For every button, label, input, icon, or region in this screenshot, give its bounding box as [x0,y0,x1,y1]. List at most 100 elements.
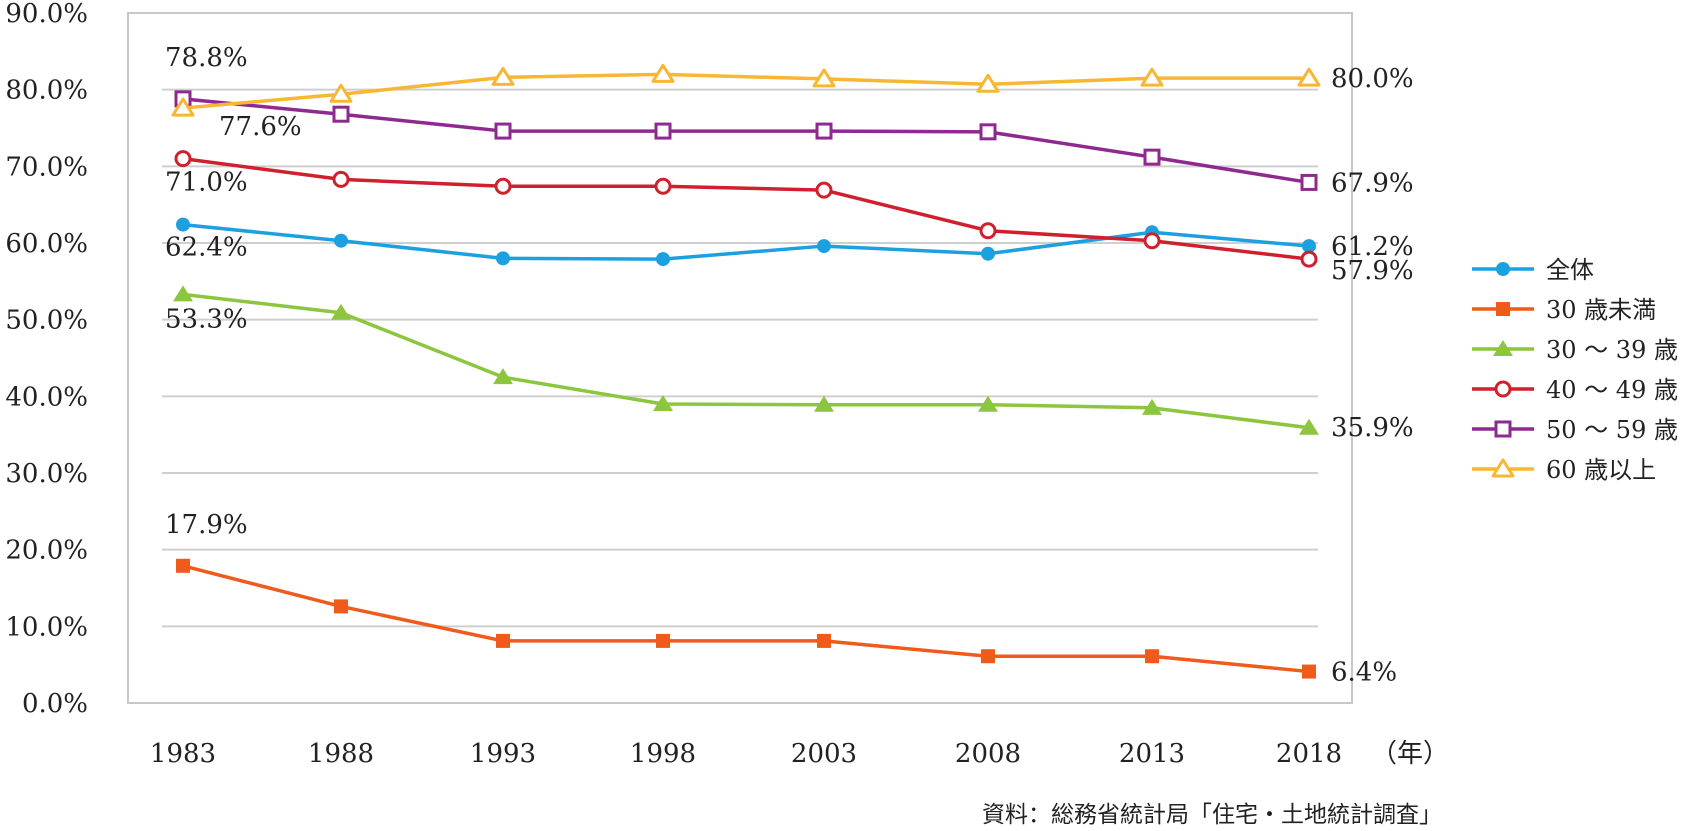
legend-label: 全体 [1546,256,1594,284]
data-label: 35.9% [1331,413,1414,443]
y-tick-label: 0.0% [22,689,88,719]
data-point [493,368,513,385]
legend-marker [1491,458,1515,478]
legend-marker [1496,262,1510,276]
data-point [1299,418,1319,435]
data-point [979,123,997,141]
series-line [182,72,1309,110]
data-point [334,233,348,248]
legend-label: 60 歳以上 [1546,456,1656,484]
legend-item: 40 ～ 49 歳 [1472,376,1678,404]
data-label: 80.0% [1331,64,1414,94]
data-point [334,599,348,614]
data-point [815,122,833,140]
series-line [182,564,1310,674]
series-line [182,97,1310,185]
series-line [182,292,1310,430]
data-point [812,68,836,88]
data-point [496,633,510,648]
data-label: 61.2% [1331,232,1414,262]
legend-item: 30 ～ 39 歳 [1472,336,1678,364]
data-point [654,122,672,140]
data-point [976,73,1000,93]
data-point [817,239,831,254]
data-label: 57.9% [1331,256,1414,286]
legend-marker [1493,340,1513,356]
y-tick-label: 30.0% [5,459,88,489]
series-3 [174,150,1318,268]
data-point [171,97,195,117]
grid-lines [162,88,1318,628]
data-point [978,395,998,412]
data-point [1142,398,1162,415]
x-tick-label: 1983 [150,739,216,769]
y-tick-label: 80.0% [5,76,88,106]
legend-item: 50 ～ 59 歳 [1472,416,1678,444]
y-tick-label: 20.0% [5,536,88,566]
x-tick-label: 2018 [1276,739,1342,769]
data-point [981,649,995,664]
legend-label: 50 ～ 59 歳 [1546,416,1678,444]
y-tick-label: 90.0% [5,0,88,29]
x-tick-label: 2003 [791,739,857,769]
data-point [496,251,510,266]
data-point [176,558,190,573]
x-tick-label: 1993 [470,739,536,769]
x-tick-label: 2013 [1119,739,1185,769]
data-point [1302,239,1316,254]
data-point [651,63,675,83]
data-label: 78.8% [165,43,248,73]
series-4 [174,90,1318,191]
data-point [176,217,190,232]
data-point [1143,232,1161,250]
legend-marker [1494,420,1512,438]
x-axis-ticks: 1983 1988 1993 1998 2003 2008 2013 2018 [150,739,1342,769]
data-label: 17.9% [165,510,248,540]
series-line [182,156,1310,261]
data-point [815,181,833,199]
legend-item: 全体 [1472,256,1594,284]
legend-label: 40 ～ 49 歳 [1546,376,1678,404]
data-point [1143,148,1161,166]
data-point [814,395,834,412]
data-point [494,122,512,140]
data-point [656,633,670,648]
series-line [182,222,1310,261]
x-axis-unit-label: （年） [1371,739,1449,769]
data-point [656,252,670,267]
data-point [1145,649,1159,664]
data-point [817,633,831,648]
data-point [1300,250,1318,268]
data-point [1140,67,1164,87]
series-5 [171,63,1321,117]
data-point [173,285,193,302]
data-point [653,395,673,411]
x-tick-label: 1998 [630,739,696,769]
y-axis-ticks: 0.0% 10.0% 20.0% 30.0% 40.0% 50.0% 60.0% 70.0% 8… [5,0,88,719]
data-label: 71.0% [165,168,248,198]
series-0 [176,217,1316,267]
data-label: 62.4% [165,233,248,263]
data-point [329,83,353,103]
legend: 全体 30 歳未満 30 ～ 39 歳 40 ～ 49 歳 50 ～ 59 歳 60 歳以… [1472,256,1678,484]
data-point [491,66,515,86]
data-point [332,170,350,188]
data-label: 77.6% [219,112,302,142]
plot-area-frame [127,12,1353,704]
data-labels: 62.4% 61.2% 17.9% 6.4% 53.3% 35.9% 71.0% 57.9% 7… [165,43,1414,688]
y-tick-label: 10.0% [5,612,88,642]
source-note: 資料：総務省統計局「住宅・土地統計調査」 [982,802,1442,828]
data-point [1297,67,1321,87]
legend-marker [1496,302,1510,316]
data-point [981,246,995,261]
data-label: 53.3% [165,304,248,334]
y-tick-label: 60.0% [5,229,88,259]
data-point [494,177,512,195]
series-group [171,63,1321,679]
y-tick-label: 50.0% [5,306,88,336]
data-point [1300,173,1318,191]
y-tick-label: 70.0% [5,152,88,182]
x-tick-label: 1988 [308,739,374,769]
series-1 [176,558,1316,679]
